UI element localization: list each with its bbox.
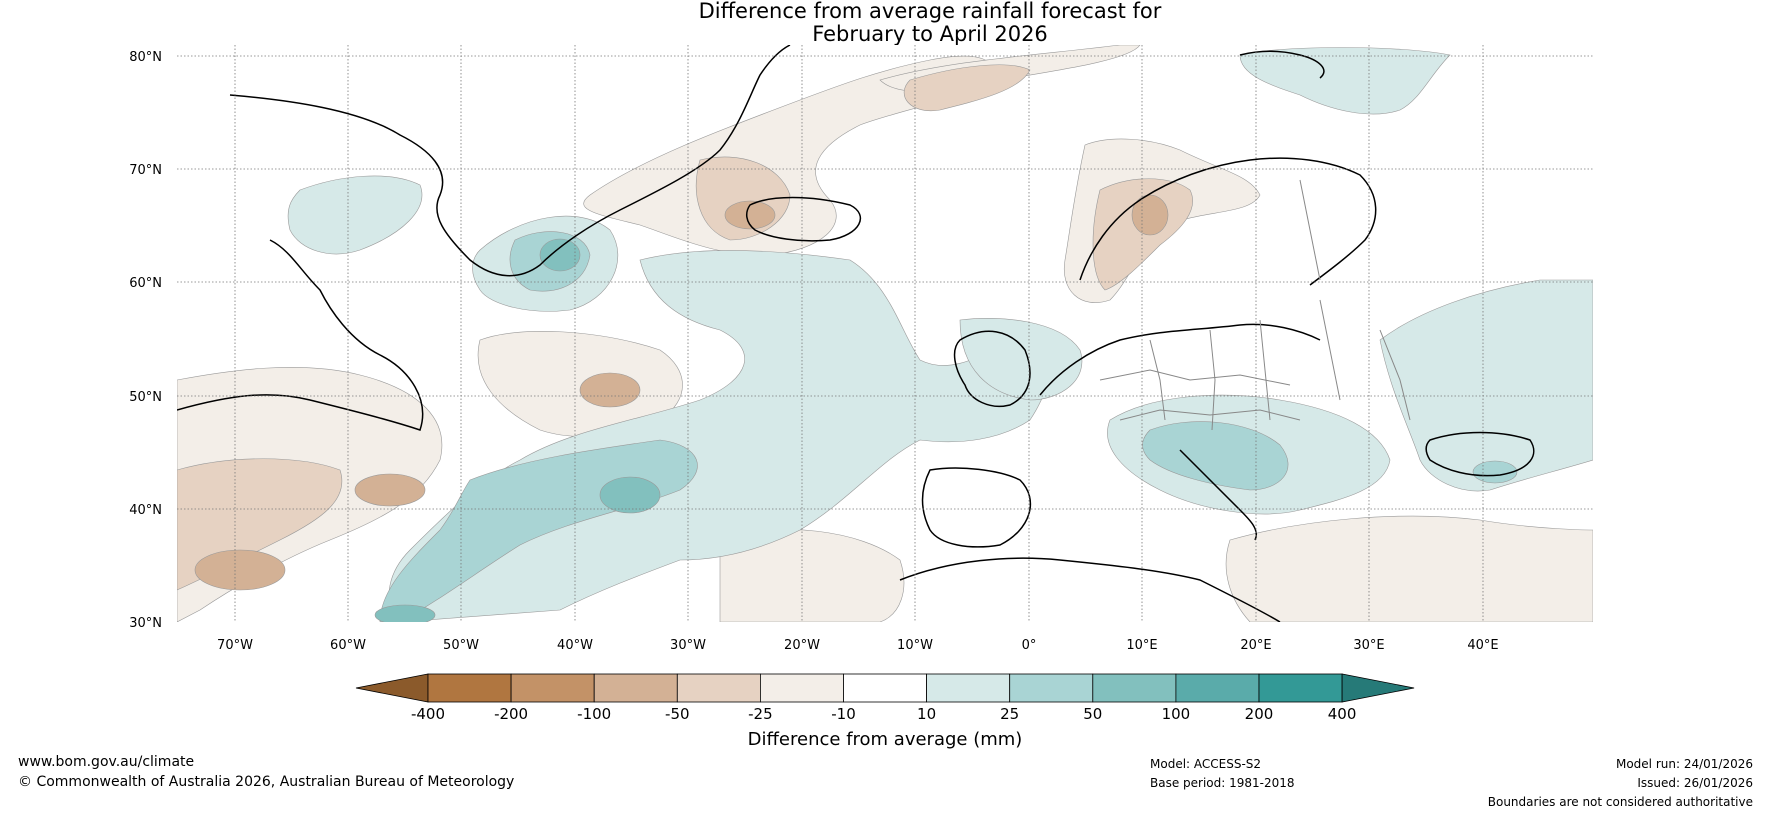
dry-area-iceland-peak (724, 200, 776, 230)
copyright-text: © Commonwealth of Australia 2026, Austra… (18, 774, 515, 790)
lon-label: 40°E (1467, 638, 1498, 653)
lat-label: 80°N (129, 50, 162, 65)
lat-label: 60°N (129, 276, 162, 291)
colorbar-segment (1175, 673, 1260, 703)
coast-iberia (921, 467, 1031, 548)
coast-italy (1179, 449, 1257, 541)
colorbar-tick-label: 50 (1083, 705, 1102, 723)
colorbar-segment (760, 673, 844, 703)
colorbar-segment (427, 673, 512, 703)
colorbar-tick-label: 25 (1000, 705, 1019, 723)
colorbar-tick-label: -25 (748, 705, 773, 723)
dry-area-norway-core (1092, 178, 1193, 291)
dry-area-iceland-greenland (583, 55, 993, 256)
coast-british-isles (953, 330, 1031, 407)
coast-labrador (177, 239, 424, 431)
wet-area-atlantic-peak (599, 476, 661, 514)
colorbar-segment (676, 673, 761, 703)
map-title-line-2: February to April 2026 (812, 22, 1048, 46)
colorbar-segment (1009, 673, 1094, 703)
dry-area-middle-east (1225, 515, 1593, 622)
wet-area-black-sea (1472, 460, 1518, 484)
dry-area-west-atlantic-peak (194, 549, 286, 591)
colorbar-ticks: -400 -200 -100 -50 -25 -10 10 25 50 100 200 400 (411, 705, 1356, 723)
colorbar-segment (1092, 673, 1177, 703)
website-text: www.bom.gov.au/climate (18, 754, 195, 770)
colorbar-tick-label: 400 (1328, 705, 1357, 723)
lon-label: 30°W (670, 638, 706, 653)
colorbar-tick-label: 200 (1245, 705, 1274, 723)
model-run-text: Model run: 24/01/2026 (1615, 757, 1753, 771)
lon-label: 50°W (443, 638, 479, 653)
colorbar (355, 673, 1415, 703)
wet-area-balkans (1142, 421, 1289, 491)
colorbar-segment (843, 673, 927, 703)
dry-area-norway-peak (1131, 194, 1169, 236)
country-borders (1099, 179, 1411, 431)
lon-label: 70°W (217, 638, 253, 653)
lon-label: 10°W (897, 638, 933, 653)
lon-label: 10°E (1126, 638, 1157, 653)
base-period-text: Base period: 1981-2018 (1150, 776, 1295, 790)
dry-area-mid-atlantic-peak (579, 372, 641, 408)
lon-label: 0° (1022, 638, 1037, 653)
wet-area-labrador-sea (287, 175, 423, 255)
wet-area-atlantic-south-peak (374, 604, 436, 622)
colorbar-segment (593, 673, 678, 703)
rainfall-anomaly-fields (177, 45, 1593, 622)
model-text: Model: ACCESS-S2 (1150, 757, 1262, 771)
colorbar-tick-label: -10 (831, 705, 856, 723)
colorbar-tick-label: -400 (411, 705, 445, 723)
coast-svalbard (1239, 50, 1325, 79)
map-title-line-1: Difference from average rainfall forecas… (698, 0, 1162, 23)
disclaimer-text: Boundaries are not considered authoritat… (1487, 795, 1753, 809)
lat-label: 70°N (129, 163, 162, 178)
issued-text: Issued: 26/01/2026 (1637, 776, 1753, 790)
lon-label: 40°W (557, 638, 593, 653)
dry-area-labrador-peak (354, 473, 426, 507)
colorbar-tick-label: 10 (917, 705, 936, 723)
wet-area-greenland-peak (539, 238, 581, 272)
lon-label: 30°E (1353, 638, 1384, 653)
colorbar-segment (510, 673, 595, 703)
coast-black-sea (1425, 431, 1535, 477)
colorbar-tick-label: -50 (665, 705, 690, 723)
wet-area-north-sea (959, 318, 1083, 401)
lat-label: 40°N (129, 503, 162, 518)
lon-label: 60°W (330, 638, 366, 653)
colorbar-arrow-low (355, 673, 429, 703)
colorbar-arrow-high (1341, 673, 1415, 703)
coast-europe-north (1039, 323, 1321, 396)
lon-label: 20°W (784, 638, 820, 653)
colorbar-tick-label: 100 (1162, 705, 1191, 723)
colorbar-label: Difference from average (mm) (748, 729, 1023, 750)
colorbar-segment (926, 673, 1011, 703)
colorbar-segment (1258, 673, 1343, 703)
coastlines (177, 45, 1535, 622)
wet-area-svalbard (1239, 47, 1451, 115)
graticule (177, 45, 1593, 622)
coast-north-africa (899, 557, 1281, 622)
coast-greenland (229, 45, 791, 277)
lat-label: 50°N (129, 390, 162, 405)
lon-label: 20°E (1240, 638, 1271, 653)
coast-iceland (745, 196, 862, 242)
coast-scandinavia (1079, 157, 1377, 286)
colorbar-tick-label: -200 (494, 705, 528, 723)
dry-area-greenland-north-core (903, 64, 1031, 112)
lat-label: 30°N (129, 616, 162, 631)
colorbar-tick-label: -100 (577, 705, 611, 723)
